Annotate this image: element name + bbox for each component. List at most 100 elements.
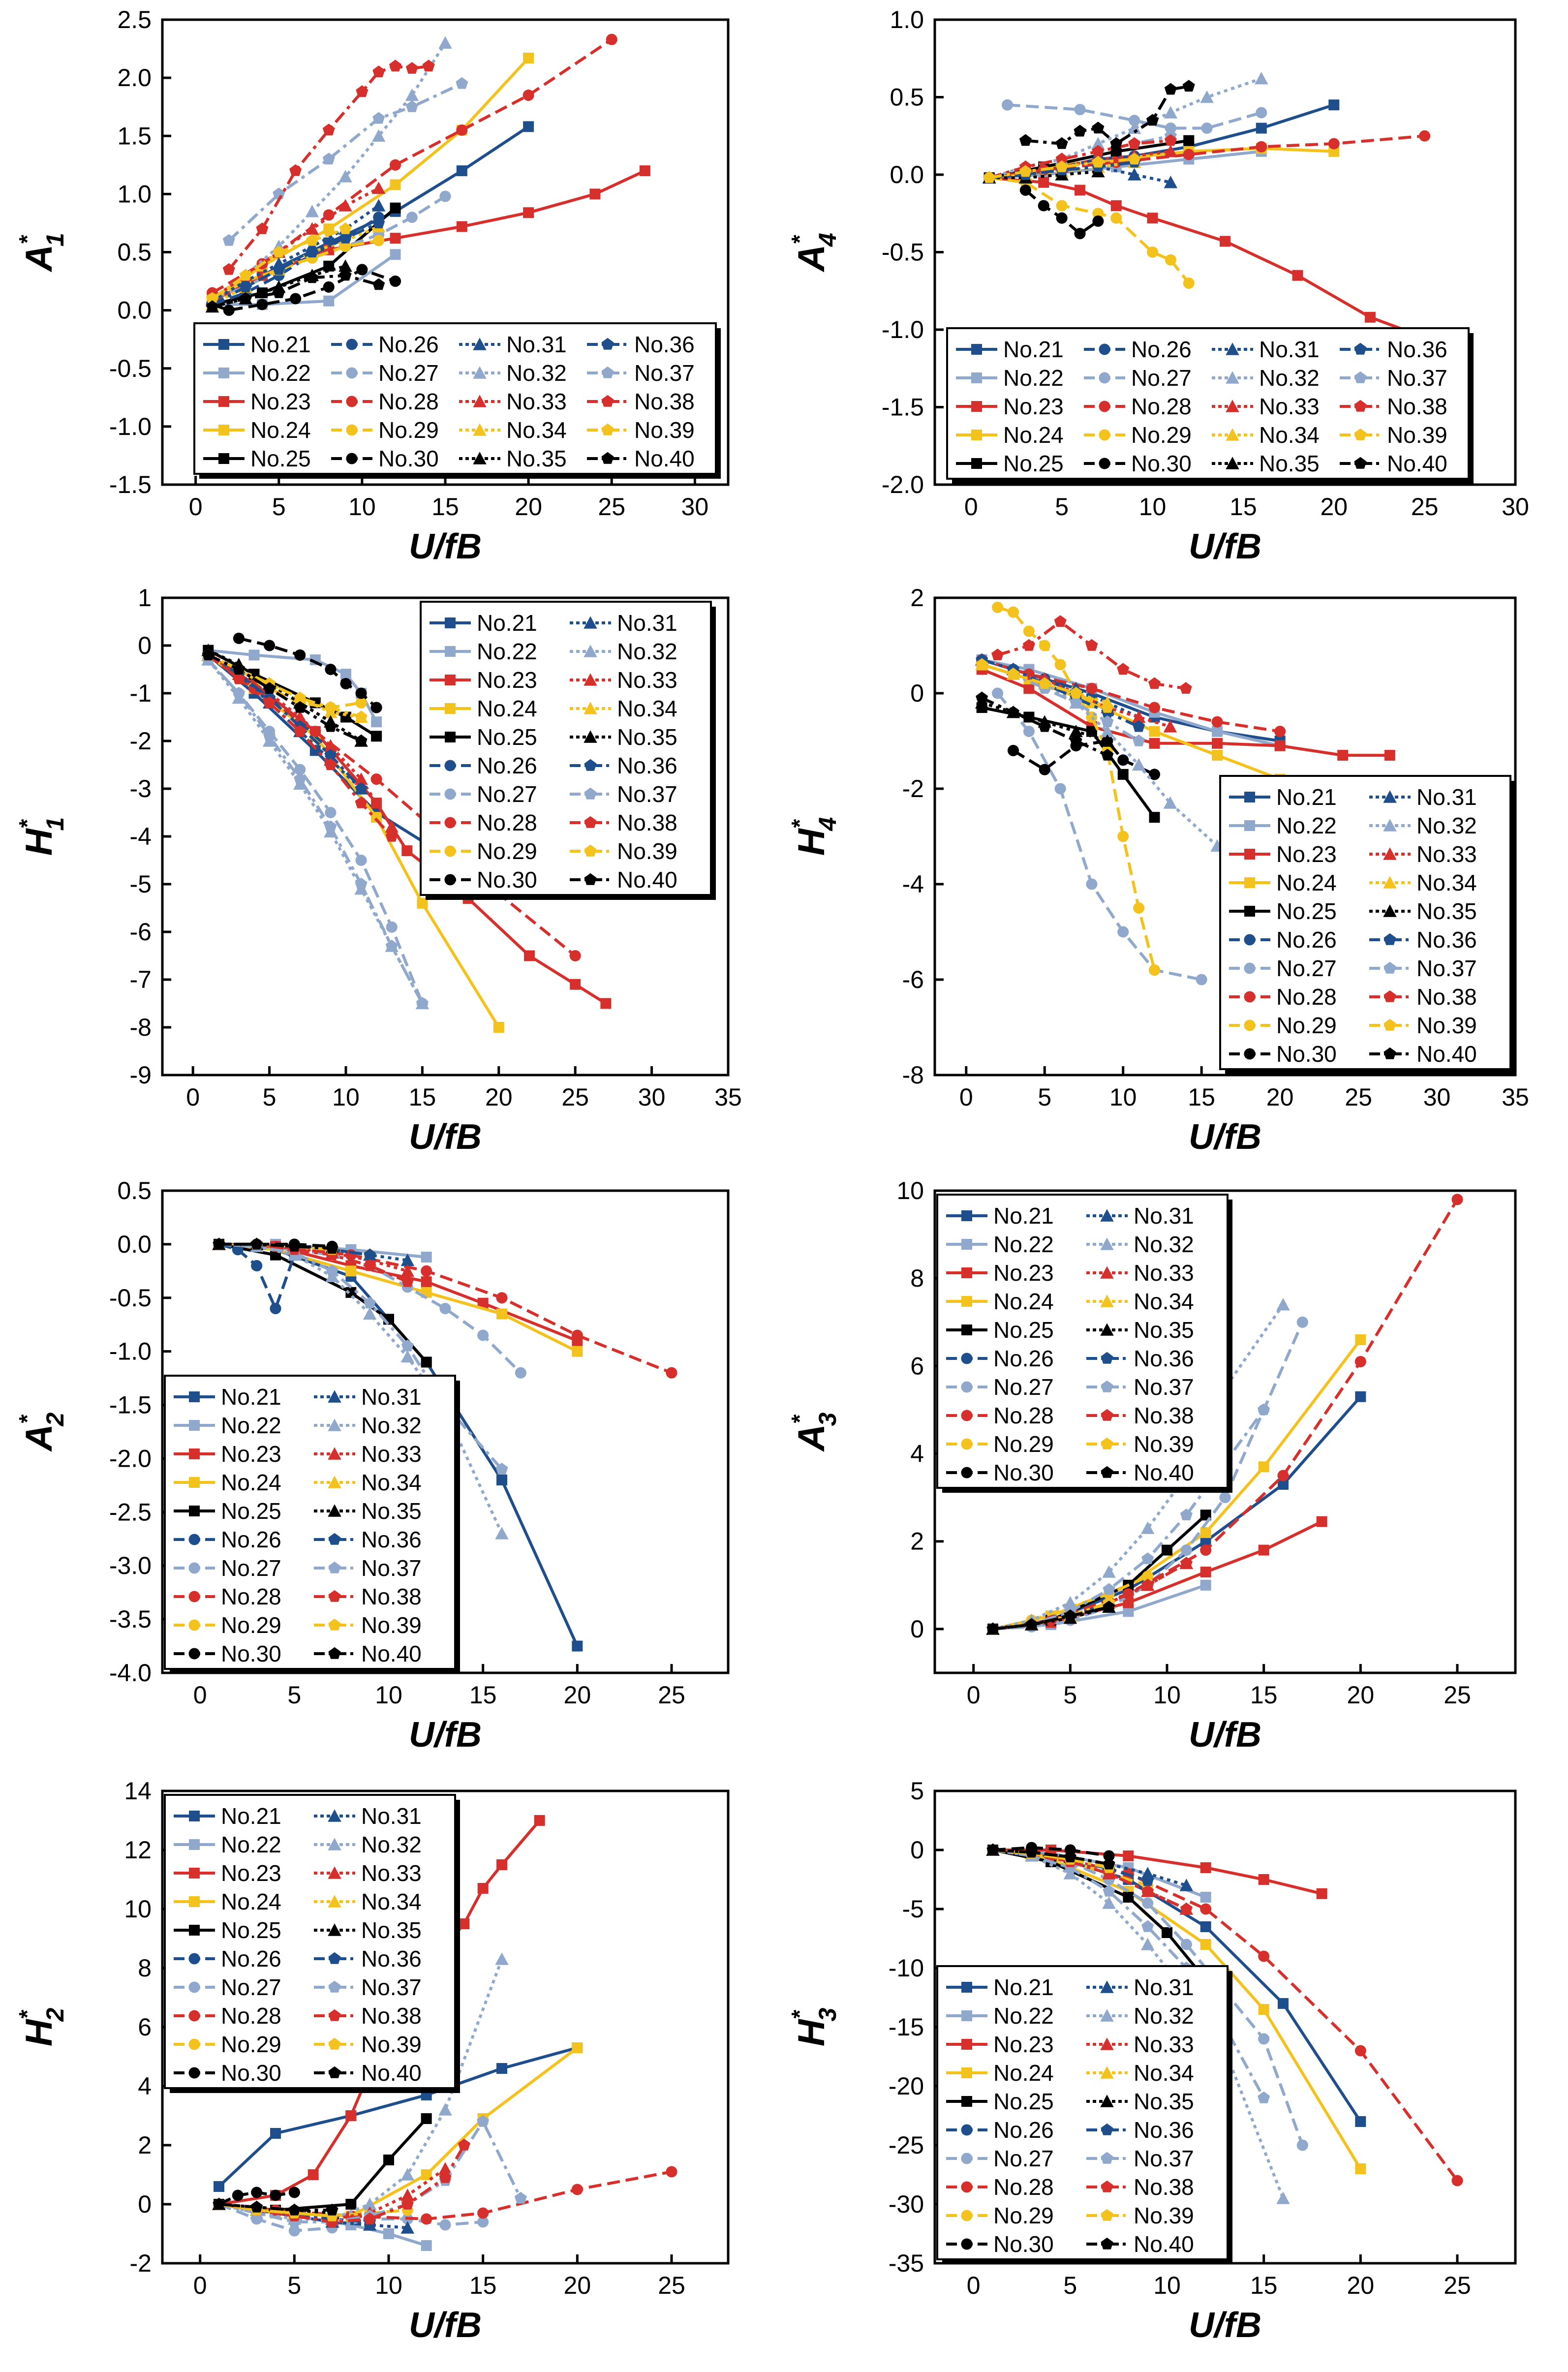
x-axis-label: U/fB — [1189, 1715, 1261, 1755]
legend-entry-No26: No.26 — [1229, 927, 1337, 953]
legend-marker — [218, 453, 229, 464]
legend-marker — [1101, 1352, 1113, 1364]
legend-label: No.29 — [477, 838, 537, 864]
data-point — [273, 246, 285, 258]
y-tick-label: -3.5 — [109, 1605, 152, 1633]
data-point — [1054, 615, 1067, 627]
svg-text:A*1: A*1 — [14, 233, 69, 273]
legend-marker — [328, 2037, 341, 2050]
legend: No.21 No.22 No.23 No.24 No.25 No.26 No.27 No.28… — [936, 1965, 1232, 2264]
legend-entry-No28: No.28 — [174, 1584, 281, 1609]
legend-entry-No22: No.22 — [203, 360, 311, 386]
data-point — [1038, 720, 1051, 732]
legend-entry-No40: No.40 — [314, 1641, 422, 1666]
data-point — [355, 854, 367, 866]
data-point — [1141, 1884, 1154, 1897]
legend-entry-No28: No.28 — [1229, 984, 1337, 1010]
data-point — [385, 820, 399, 833]
legend-marker — [971, 430, 982, 440]
legend-label: No.36 — [634, 332, 695, 357]
y-tick-label: -3.0 — [109, 1552, 152, 1579]
legend-label: No.27 — [1131, 365, 1192, 391]
legend-label: No.27 — [993, 2146, 1054, 2171]
legend-entry-No40: No.40 — [1086, 2231, 1194, 2257]
x-tick-label: 10 — [375, 1681, 402, 1709]
data-point — [1025, 1618, 1038, 1630]
legend-marker — [601, 395, 614, 407]
legend-label: No.36 — [361, 1527, 422, 1552]
data-point — [355, 734, 368, 746]
legend-entry-No38: No.38 — [1086, 2174, 1194, 2200]
x-tick-label: 0 — [959, 1083, 973, 1111]
legend-entry-No34: No.34 — [314, 1889, 422, 1914]
data-point — [1211, 716, 1223, 728]
legend-label: No.32 — [1259, 365, 1320, 391]
x-tick-label: 0 — [967, 1681, 981, 1709]
legend-marker — [971, 401, 982, 412]
data-point — [1023, 625, 1035, 637]
y-axis-label: A*2 — [14, 1413, 69, 1452]
y-axis-label: H*4 — [787, 817, 841, 856]
series-line — [207, 659, 424, 1004]
legend-marker — [961, 1239, 972, 1250]
data-point — [456, 221, 467, 232]
data-point — [1258, 1461, 1269, 1473]
data-point — [1054, 659, 1066, 671]
data-point — [294, 725, 307, 737]
data-point — [371, 812, 382, 823]
data-point — [264, 640, 276, 651]
legend-entry-No39: No.39 — [570, 838, 677, 864]
data-point — [383, 2228, 394, 2239]
data-point — [1129, 115, 1140, 126]
data-point — [326, 1264, 338, 1276]
legend-label: No.32 — [617, 639, 677, 664]
data-point — [345, 2199, 357, 2210]
legend-label: No.27 — [477, 781, 537, 807]
y-tick-label: -2 — [902, 775, 924, 802]
data-point — [305, 205, 319, 217]
legend-label: No.32 — [361, 1413, 422, 1438]
data-point — [1220, 236, 1230, 247]
legend-entry-No22: No.22 — [956, 365, 1064, 391]
data-point — [294, 701, 307, 713]
data-point — [1451, 1194, 1463, 1205]
legend-entry-No29: No.29 — [946, 1431, 1054, 1457]
data-point — [270, 1303, 281, 1315]
data-point — [992, 687, 1004, 699]
legend-marker — [1244, 877, 1255, 888]
legend-label: No.33 — [361, 1441, 422, 1467]
data-point — [1007, 668, 1019, 679]
data-point — [1276, 1297, 1290, 1311]
legend-marker — [1384, 961, 1396, 974]
legend-label: No.37 — [1134, 1374, 1194, 1400]
legend-label: No.33 — [1134, 1260, 1194, 1286]
data-point — [438, 36, 452, 49]
data-point — [1278, 1479, 1289, 1490]
legend-marker — [189, 1506, 200, 1516]
data-point — [390, 179, 401, 190]
y-tick-label: 0.5 — [117, 239, 152, 266]
data-point — [371, 716, 382, 728]
legend-marker — [328, 1390, 341, 1403]
data-point — [496, 2063, 507, 2074]
legend-entry-No27: No.27 — [946, 2146, 1054, 2171]
series-line — [988, 77, 1262, 180]
legend-entry-No39: No.39 — [314, 1612, 422, 1638]
legend-marker — [961, 2153, 973, 2164]
data-point — [263, 682, 276, 694]
data-point — [1148, 769, 1161, 780]
legend-marker — [1226, 371, 1239, 384]
legend-label: No.26 — [993, 2117, 1054, 2143]
legend-label: No.26 — [1131, 337, 1192, 362]
series-No.37 — [222, 77, 468, 246]
data-point — [1200, 1567, 1211, 1578]
legend-entry-No29: No.29 — [430, 838, 537, 864]
y-tick-label: -2 — [130, 727, 152, 755]
data-point — [293, 710, 307, 723]
data-point — [306, 246, 318, 258]
data-point — [1123, 1597, 1134, 1608]
legend-entry-No30: No.30 — [174, 1641, 281, 1666]
legend-entry-No24: No.24 — [946, 1289, 1054, 1314]
legend-marker — [1244, 934, 1256, 946]
legend-label: No.30 — [993, 2231, 1054, 2257]
